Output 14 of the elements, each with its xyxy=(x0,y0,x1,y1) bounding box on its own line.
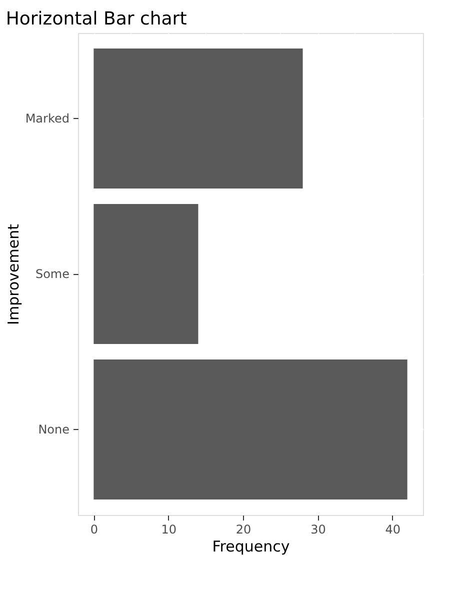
x-axis-title: Frequency xyxy=(212,538,290,556)
chart-title: Horizontal Bar chart xyxy=(6,8,187,30)
y-axis-title: Improvement xyxy=(4,224,22,325)
y-tick-label: Marked xyxy=(25,112,70,126)
bar xyxy=(94,48,303,188)
x-tick-label: 0 xyxy=(90,522,98,536)
bar xyxy=(94,204,198,344)
x-tick-label: 20 xyxy=(236,522,252,536)
y-tick-label: Some xyxy=(35,267,70,281)
x-tick-label: 40 xyxy=(385,522,401,536)
x-tick-label: 30 xyxy=(310,522,326,536)
x-tick-label: 10 xyxy=(161,522,176,536)
y-tick-label: None xyxy=(38,422,70,436)
bar xyxy=(94,360,408,500)
